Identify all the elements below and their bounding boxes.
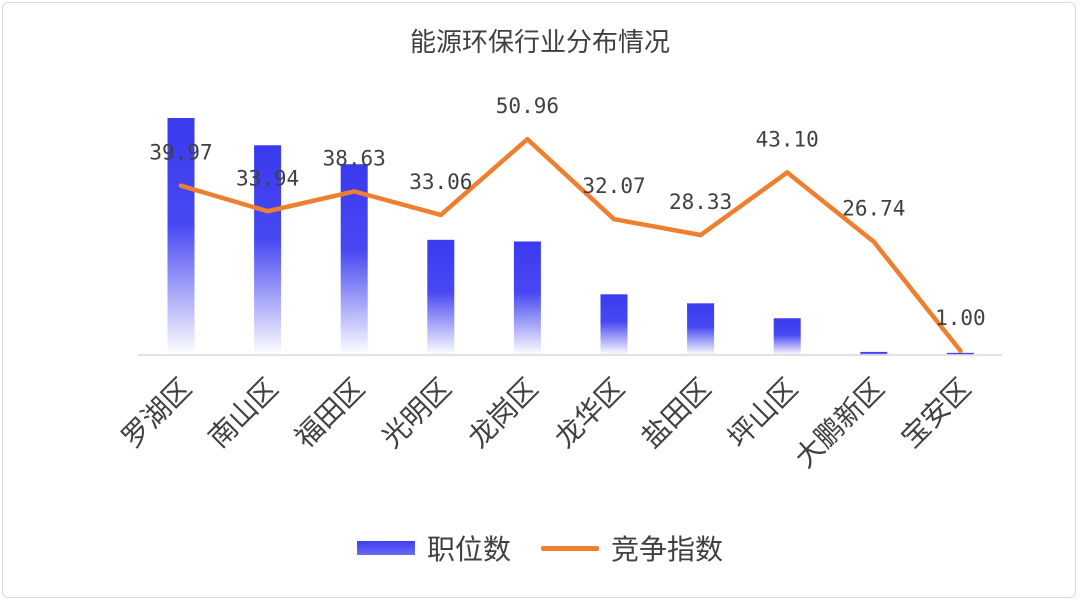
line-data-label-10: 1.00 bbox=[935, 306, 986, 330]
bar-7 bbox=[687, 303, 715, 355]
bar-9 bbox=[860, 351, 888, 355]
line-data-label-2: 33.94 bbox=[236, 166, 299, 190]
bar-4 bbox=[427, 239, 455, 355]
x-tick-label-8: 坪山区 bbox=[721, 372, 804, 455]
bar-2 bbox=[254, 145, 282, 355]
line-point-1 bbox=[178, 183, 184, 188]
line-point-9 bbox=[871, 239, 876, 244]
line-data-label-9: 26.74 bbox=[842, 197, 905, 221]
line-data-label-7: 28.33 bbox=[669, 190, 732, 214]
x-tick-label-10: 宝安区 bbox=[895, 372, 978, 455]
line-series-competition bbox=[178, 136, 963, 354]
legend-label-bar: 职位数 bbox=[426, 533, 511, 566]
line-point-5 bbox=[525, 136, 530, 142]
line-data-label-4: 33.06 bbox=[409, 170, 472, 194]
legend-swatch-bar bbox=[356, 541, 415, 555]
line-point-2 bbox=[265, 209, 270, 214]
line-point-3 bbox=[352, 189, 357, 194]
line-data-label-1: 39.97 bbox=[149, 141, 212, 165]
chart-legend: 职位数 竞争指数 bbox=[0, 528, 1080, 568]
x-tick-label-4: 光明区 bbox=[375, 372, 458, 455]
x-tick-label-9: 大鹏新区 bbox=[788, 372, 891, 475]
line-data-label-8: 43.10 bbox=[756, 127, 819, 151]
x-tick-label-5: 龙岗区 bbox=[462, 372, 545, 455]
chart-title: 能源环保行业分布情况 bbox=[409, 28, 670, 58]
bar-1 bbox=[167, 118, 195, 355]
bar-8 bbox=[773, 318, 801, 355]
bar-5 bbox=[513, 241, 541, 355]
line-data-label-3: 38.63 bbox=[323, 146, 386, 170]
legend-label-line: 竞争指数 bbox=[611, 533, 724, 566]
line-point-8 bbox=[785, 170, 790, 175]
legend-item-bar: 职位数 bbox=[356, 528, 511, 568]
bar-10 bbox=[946, 352, 974, 355]
line-point-4 bbox=[438, 212, 443, 218]
x-tick-label-1: 罗湖区 bbox=[115, 372, 198, 455]
x-tick-label-7: 盐田区 bbox=[635, 372, 718, 455]
line-data-label-5: 50.96 bbox=[496, 94, 559, 118]
line-data-label-6: 32.07 bbox=[582, 174, 645, 198]
line-point-7 bbox=[698, 232, 703, 238]
bar-6 bbox=[600, 294, 628, 355]
line-point-6 bbox=[611, 216, 617, 222]
x-tick-label-6: 龙华区 bbox=[548, 372, 631, 455]
x-tick-label-2: 南山区 bbox=[202, 372, 285, 455]
line-point-10 bbox=[958, 348, 963, 353]
legend-swatch-line bbox=[541, 545, 599, 551]
legend-item-line: 竞争指数 bbox=[541, 528, 723, 568]
x-tick-label-3: 福田区 bbox=[288, 372, 371, 455]
